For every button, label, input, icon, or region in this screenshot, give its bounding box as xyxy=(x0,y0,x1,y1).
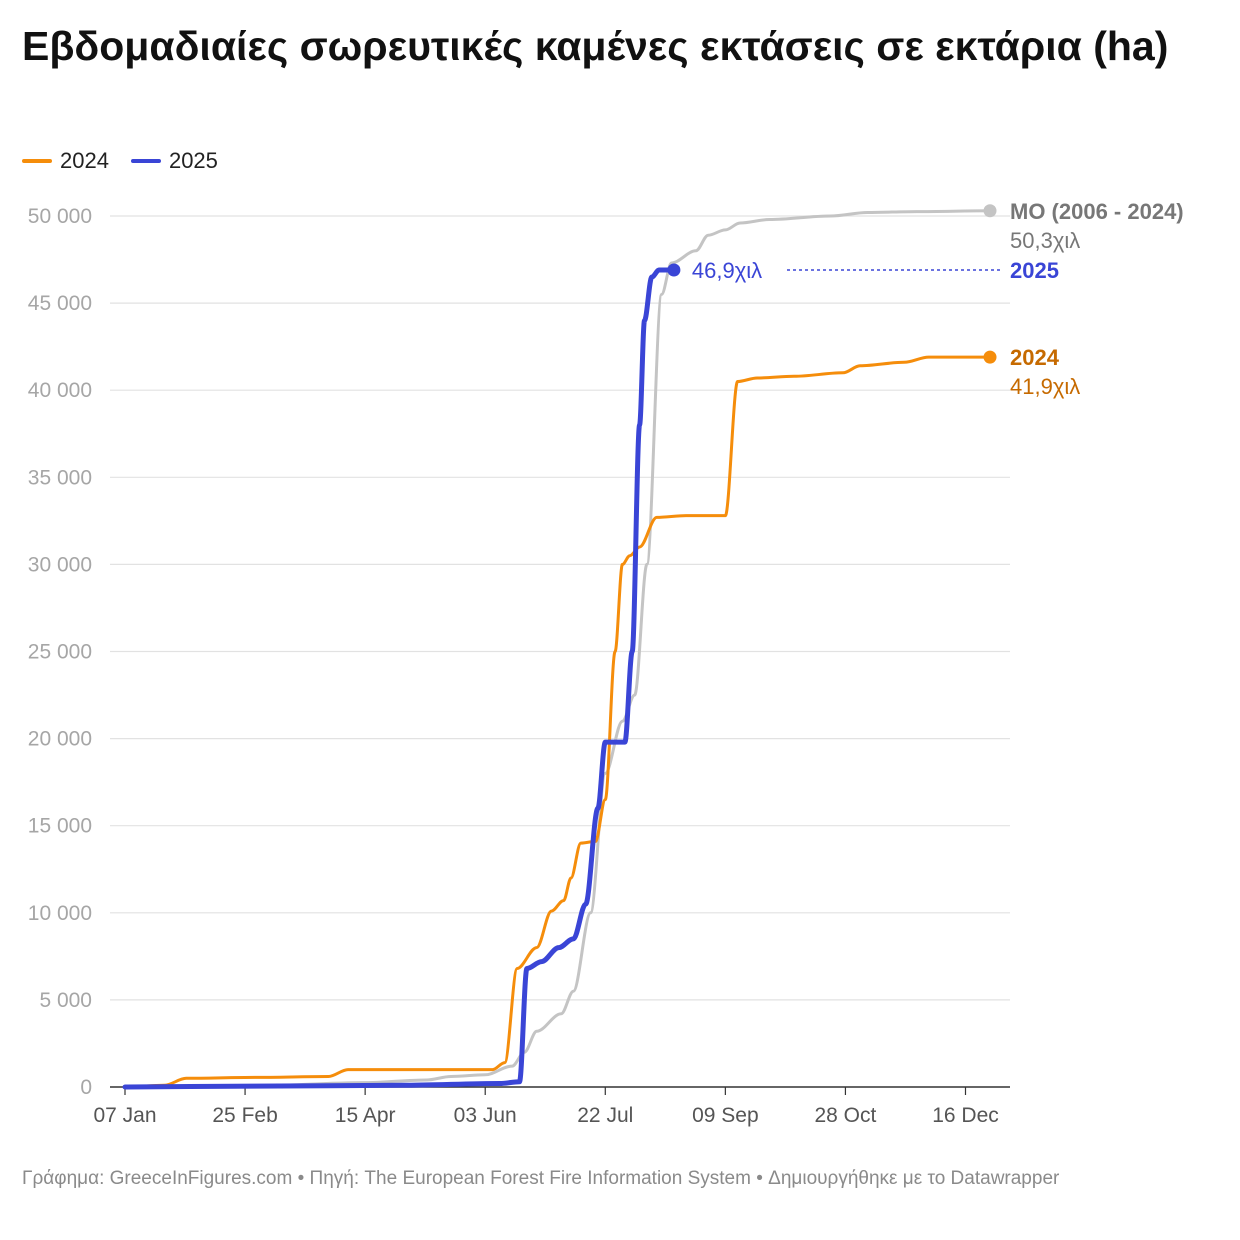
end-label-2024: 2024 xyxy=(1010,345,1060,370)
legend-swatch-2024 xyxy=(22,159,52,163)
legend: 2024 2025 xyxy=(22,148,218,174)
y-tick-label: 40 000 xyxy=(28,379,92,402)
legend-item-2025: 2025 xyxy=(130,148,218,174)
y-tick-label: 50 000 xyxy=(28,205,92,228)
legend-label-2024: 2024 xyxy=(60,148,109,173)
end-point-2024 xyxy=(983,350,997,364)
x-tick-label: 16 Dec xyxy=(932,1104,999,1127)
y-tick-label: 15 000 xyxy=(28,815,92,838)
chart-title: Εβδομαδιαίες σωρευτικές καμένες εκτάσεις… xyxy=(22,23,1169,69)
y-tick-label: 45 000 xyxy=(28,292,92,315)
series-line-2025 xyxy=(122,267,677,1090)
end-point-avg-2006-2024 xyxy=(983,204,997,218)
x-tick-label: 07 Jan xyxy=(93,1104,156,1127)
x-tick-label: 15 Apr xyxy=(335,1104,396,1127)
y-tick-label: 10 000 xyxy=(28,902,92,925)
inline-value-2025: 46,9χιλ xyxy=(692,258,762,283)
y-tick-label: 30 000 xyxy=(28,553,92,576)
series-line-avg-2006-2024 xyxy=(123,209,992,1089)
legend-item-2024: 2024 xyxy=(22,148,109,174)
x-tick-label: 28 Oct xyxy=(814,1104,876,1127)
x-tick-label: 03 Jun xyxy=(454,1104,517,1127)
legend-swatch-2025 xyxy=(130,159,161,163)
y-tick-label: 0 xyxy=(80,1076,92,1099)
x-tick-label: 22 Jul xyxy=(577,1104,633,1127)
x-tick-label: 09 Sep xyxy=(692,1104,759,1127)
y-tick-label: 35 000 xyxy=(28,466,92,489)
legend-label-2025: 2025 xyxy=(168,148,218,173)
footer-source: Γράφημα: GreeceInFigures.com • Πηγή: The… xyxy=(22,1168,1060,1189)
end-value-avg: 50,3χιλ xyxy=(1010,228,1080,253)
y-tick-label: 20 000 xyxy=(28,728,92,751)
x-tick-label: 25 Feb xyxy=(212,1104,277,1127)
line-chart: 0 5 000 10 000 15 000 20 000 25 000 30 000 35 0… xyxy=(28,199,1184,1127)
end-label-avg: ΜΟ (2006 - 2024) xyxy=(1010,199,1184,224)
end-label-2025: 2025 xyxy=(1010,258,1059,283)
end-value-2024: 41,9χιλ xyxy=(1010,374,1080,399)
y-tick-label: 5 000 xyxy=(39,989,92,1012)
y-tick-label: 25 000 xyxy=(28,641,92,664)
end-point-2025 xyxy=(667,263,681,277)
series-line-2024 xyxy=(123,355,992,1089)
